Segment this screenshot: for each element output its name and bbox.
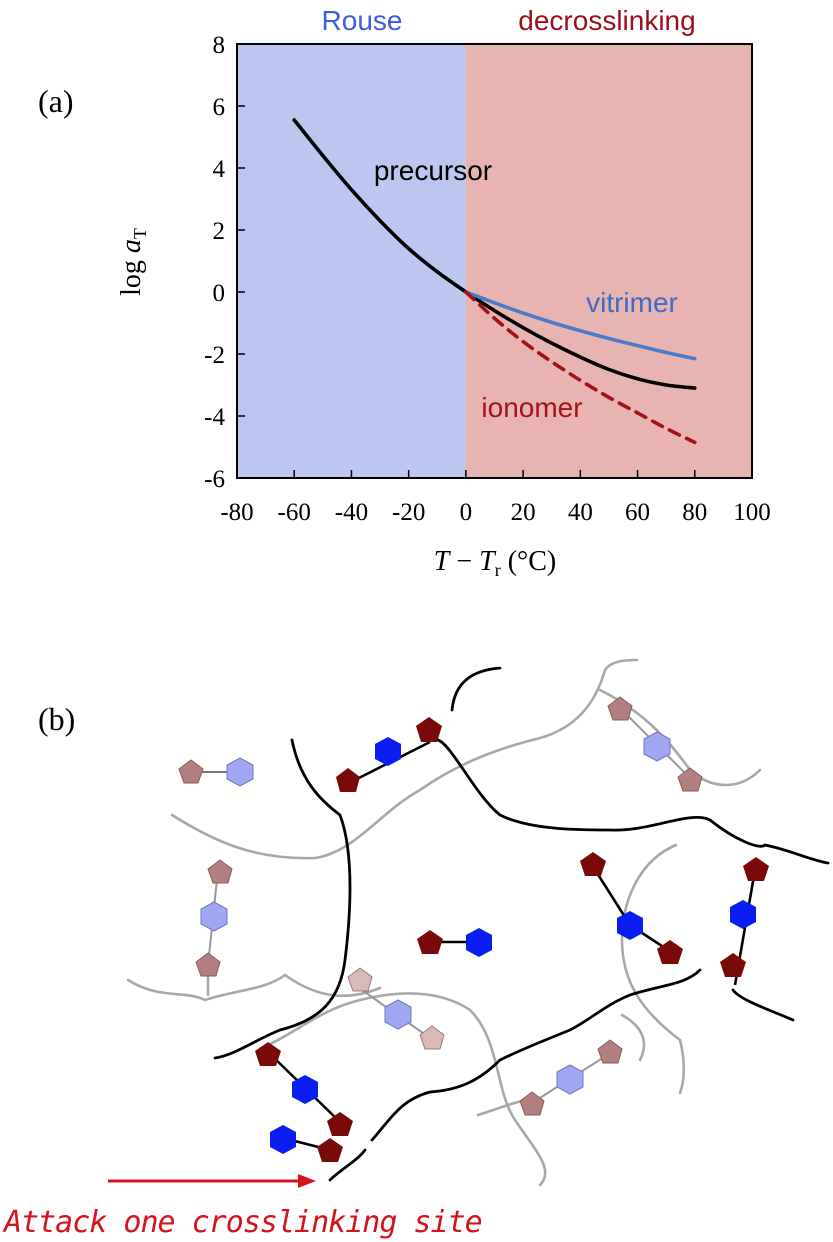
attacked-pair [270, 1125, 343, 1162]
pentagon-unit [336, 768, 360, 792]
x-tick-label: -60 [278, 499, 311, 526]
arrow-head-icon [298, 1174, 316, 1188]
dark-chain-5 [731, 988, 795, 1022]
pentagon-unit [416, 717, 442, 742]
x-tick-label: -80 [220, 499, 253, 526]
crosslink-right-vertical [720, 857, 769, 986]
y-axis-label-log: log [116, 253, 147, 296]
x-axis-label-tr: T [479, 546, 497, 577]
region-label-decrosslinking: decrosslinking [518, 5, 695, 36]
region-decrosslinking [465, 44, 752, 478]
free-pair-upper-left [178, 757, 254, 787]
panel-b-label: (b) [38, 701, 75, 737]
y-tick-label: 2 [213, 218, 226, 245]
shift-factor-chart: Rouse decrosslinking precursor vitrimer iono… [204, 5, 771, 526]
gray-chain-5 [266, 992, 547, 1187]
faded-crosslink-bottom [519, 1039, 623, 1116]
faded-crosslink-upper-right [607, 696, 703, 792]
y-tick-label: -4 [204, 404, 225, 431]
x-tick-label: 0 [460, 499, 473, 526]
dark-chains [213, 666, 830, 1182]
dark-chain-2 [450, 666, 502, 712]
attack-label: Attack one crosslinking site [2, 1205, 482, 1240]
y-tick-label: 8 [213, 32, 226, 59]
crosslink-top [336, 717, 442, 792]
y-tick-label: 6 [213, 94, 226, 121]
faded-crosslink-center [347, 967, 445, 1050]
x-tick-label: 80 [682, 499, 707, 526]
x-axis-label-unit: (°C) [501, 546, 557, 577]
stickers [178, 696, 769, 1162]
crosslink-bottom-left [255, 1042, 353, 1136]
x-tick-label: 20 [511, 499, 536, 526]
x-tick-label: 60 [625, 499, 650, 526]
series-label-ionomer: ionomer [481, 392, 582, 423]
plot-frame [236, 43, 753, 479]
y-axis-label-sub: T [130, 228, 150, 239]
y-tick-label: 0 [213, 280, 226, 307]
crosslink-right-v [580, 852, 683, 964]
x-axis-label-minus: − [449, 546, 479, 577]
x-tick-label: 100 [733, 499, 771, 526]
dark-chain-3 [436, 738, 830, 865]
x-axis-label: T − Tr (°C) [434, 546, 556, 580]
panel-a-label: (a) [38, 83, 74, 119]
network-diagram [108, 658, 830, 1188]
series-line-precursor [292, 118, 697, 390]
dark-chain-1 [213, 738, 352, 1060]
gray-chain-3 [620, 843, 686, 1095]
region-rouse [237, 44, 466, 478]
y-tick-label: 4 [213, 156, 226, 183]
gray-chain-1 [170, 658, 639, 860]
faded-crosslink-left [195, 859, 233, 977]
x-tick-label: -20 [392, 499, 425, 526]
y-axis-label: log aT [116, 228, 150, 296]
x-axis-label-tr-sub: r [495, 560, 501, 580]
gray-chain-4 [126, 973, 382, 1002]
series-label-vitrimer: vitrimer [586, 287, 678, 318]
series-label-precursor: precursor [374, 155, 492, 186]
x-axis-label-t: T [434, 546, 452, 577]
free-pair-center [417, 928, 492, 957]
dark-chain-6 [328, 1148, 367, 1182]
gray-chain-6 [476, 1013, 646, 1117]
x-tick-label: 40 [568, 499, 593, 526]
x-tick-label: -40 [335, 499, 368, 526]
y-tick-label: -6 [204, 466, 225, 493]
hexagon-unit [375, 737, 401, 766]
dark-chain-4 [370, 968, 702, 1142]
y-axis-label-a: a [116, 239, 147, 253]
region-label-rouse: Rouse [322, 5, 403, 36]
series-line-ionomer [464, 290, 697, 445]
y-tick-label: -2 [204, 342, 225, 369]
attack-arrow [108, 1174, 316, 1188]
series-line-vitrimer [464, 290, 697, 361]
